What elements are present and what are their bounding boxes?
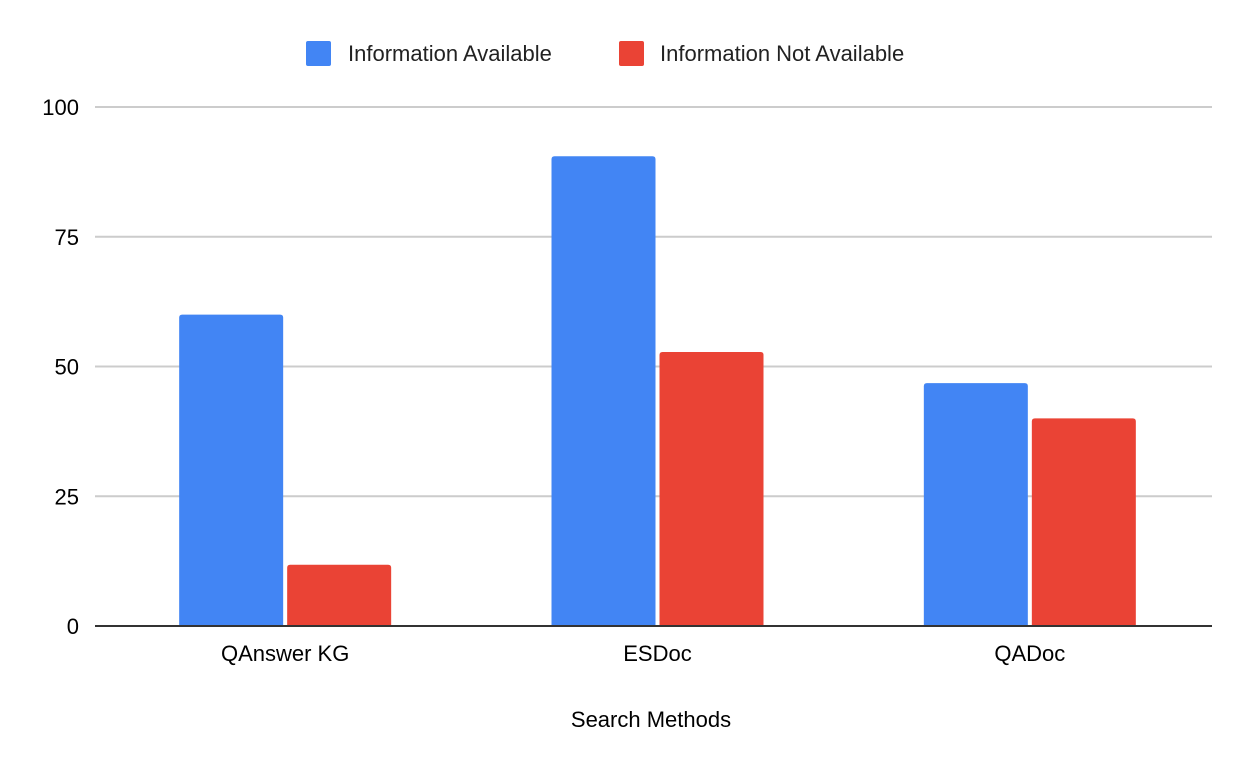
x-axis-title: Search Methods [571, 707, 731, 732]
x-axis-tick-labels: QAnswer KG ESDoc QADoc [221, 641, 1065, 666]
bar-qanswer-kg-information-not-available [287, 564, 392, 626]
y-axis-tick-labels: 0 25 50 75 100 [42, 95, 79, 639]
legend-label-information-available: Information Available [348, 41, 552, 66]
legend-swatch-information-available [306, 41, 331, 66]
y-tick-label: 0 [67, 614, 79, 639]
y-tick-label: 25 [55, 484, 79, 509]
bar-qadoc-information-not-available [1031, 418, 1136, 626]
legend-swatch-information-not-available [619, 41, 644, 66]
x-tick-label-qadoc: QADoc [994, 641, 1065, 666]
legend-label-information-not-available: Information Not Available [660, 41, 904, 66]
bar-esdoc-information-not-available [659, 351, 764, 626]
x-tick-label-qanswer-kg: QAnswer KG [221, 641, 349, 666]
y-tick-label: 100 [42, 95, 79, 120]
bar-qadoc-information-available [923, 383, 1028, 626]
legend: Information Available Information Not Av… [306, 41, 904, 66]
bar-esdoc-information-available [551, 156, 656, 626]
bars [179, 156, 1136, 626]
bar-qanswer-kg-information-available [179, 314, 284, 626]
x-tick-label-esdoc: ESDoc [623, 641, 691, 666]
y-tick-label: 75 [55, 225, 79, 250]
y-tick-label: 50 [55, 355, 79, 380]
